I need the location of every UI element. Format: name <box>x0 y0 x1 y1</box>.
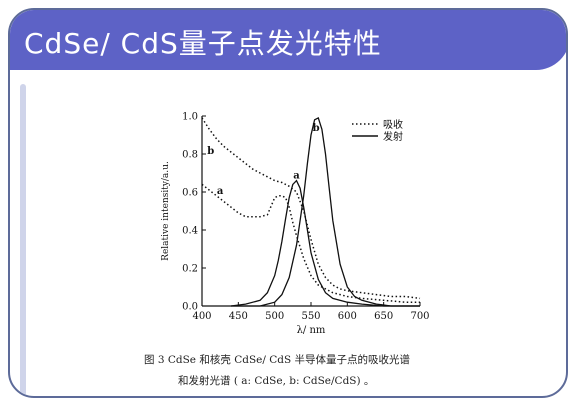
left-accent-bar <box>20 84 26 396</box>
curve-letter-label: b <box>207 146 214 157</box>
figure-caption-line-1: 图 3 CdSe 和核壳 CdSe/ CdS 半导体量子点的吸收光谱 <box>144 354 411 366</box>
absorption-curve-b <box>201 117 421 300</box>
figure-caption-line-2: 和发射光谱 ( a: CdSe, b: CdSe/CdS) 。 <box>178 375 375 387</box>
y-tick-label: 0.4 <box>182 226 198 237</box>
x-tick-label: 600 <box>338 311 357 322</box>
y-tick-label: 0.6 <box>182 188 198 199</box>
x-tick-label: 550 <box>301 311 320 322</box>
chart-ticks: 400 450 500 550 600 650 700 0.0 0.2 0.4 0.6 0.8 1.0 <box>182 112 429 323</box>
x-tick-label: 650 <box>374 311 393 322</box>
x-tick-label: 450 <box>229 311 248 322</box>
curve-letter-label: a <box>293 171 300 182</box>
chart-series: b a a b <box>201 116 421 307</box>
y-tick-label: 0.0 <box>182 302 198 313</box>
slide-title: CdSe/ CdS量子点发光特性 <box>24 27 382 60</box>
title-bar: CdSe/ CdS量子点发光特性 <box>10 10 566 70</box>
x-tick-label: 400 <box>192 311 211 322</box>
chart-axes <box>201 116 420 307</box>
y-tick-label: 0.8 <box>182 150 198 161</box>
spectra-chart: 400 450 500 550 600 650 7000.00.20.40.60.81.0 … <box>161 112 430 337</box>
emission-curve-b <box>231 116 420 307</box>
x-tick-label: 700 <box>410 311 429 322</box>
y-tick-label: 0.2 <box>182 264 198 275</box>
legend-label: 吸收 <box>383 118 403 131</box>
legend-label: 发射 <box>383 130 403 143</box>
emission-curve-a <box>231 179 420 307</box>
curve-letter-label: b <box>313 123 320 134</box>
absorption-curve-a <box>201 183 420 303</box>
y-tick-label: 1.0 <box>182 112 198 123</box>
y-axis-label: Relative intensity/a.u. <box>161 161 171 261</box>
x-tick-label: 500 <box>265 311 284 322</box>
slide-frame: CdSe/ CdS量子点发光特性 <box>8 8 568 398</box>
x-axis-label: λ/ nm <box>297 325 326 336</box>
curve-letter-label: a <box>217 186 224 197</box>
